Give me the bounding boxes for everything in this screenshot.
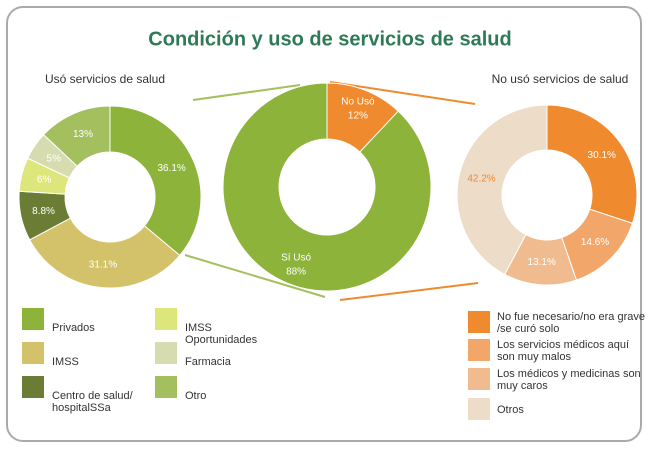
- legend-label: Los médicos y medicinas son muy caros: [497, 368, 641, 392]
- subtitle: Usó servicios de salud: [45, 72, 165, 86]
- donut-slice: [42, 105, 111, 167]
- data-label: 36.1%: [157, 163, 185, 174]
- legend-swatch: [155, 342, 177, 364]
- slice-category: No Usó: [341, 97, 375, 108]
- legend-swatch: [468, 339, 490, 361]
- connector: [184, 254, 326, 298]
- data-label: 5%: [47, 153, 62, 164]
- slice-category: Sí Usó: [281, 253, 311, 264]
- donut-slice: [29, 217, 181, 289]
- subtitle: No usó servicios de salud: [492, 72, 629, 86]
- data-label: 14.6%: [581, 237, 609, 248]
- data-label: 13.1%: [528, 257, 556, 268]
- legend-swatch: [155, 376, 177, 398]
- legend-label: Privados: [52, 322, 95, 334]
- legend-swatch: [22, 376, 44, 398]
- data-label: 88%: [286, 267, 306, 278]
- legend-swatch: [22, 308, 44, 330]
- donut-slice: [456, 104, 548, 276]
- legend-swatch: [468, 398, 490, 420]
- legend-swatch: [468, 368, 490, 390]
- legend-label: Otro: [185, 390, 207, 402]
- donut-slice: [546, 104, 638, 224]
- legend-swatch: [22, 342, 44, 364]
- data-label: 8.8%: [32, 206, 55, 217]
- legend-label: Farmacia: [185, 356, 231, 368]
- data-label: 31.1%: [89, 259, 117, 270]
- donut-slice: [222, 82, 432, 292]
- data-label: 12%: [348, 111, 368, 122]
- connector: [329, 81, 476, 105]
- legend-label: No fue necesario/no era grave /se curó s…: [497, 311, 645, 335]
- legend-label: IMSS: [52, 356, 79, 368]
- legend-swatch: [155, 308, 177, 330]
- data-label: 42.2%: [467, 173, 495, 184]
- connector: [192, 84, 301, 101]
- legend-label: IMSS Oportunidades: [185, 322, 258, 346]
- legend-swatch: [468, 311, 490, 333]
- connector: [339, 282, 479, 301]
- donut-slice: [109, 105, 202, 257]
- data-label: 6%: [37, 175, 52, 186]
- chart-title: Condición y uso de servicios de salud: [148, 28, 511, 50]
- legend-label: Centro de salud/ hospitalSSa: [52, 390, 133, 414]
- data-label: 13%: [73, 129, 93, 140]
- legend-label: Otros: [497, 404, 524, 416]
- data-label: 30.1%: [588, 150, 616, 161]
- legend-label: Los servicios médicos aquí son muy malos: [497, 339, 630, 363]
